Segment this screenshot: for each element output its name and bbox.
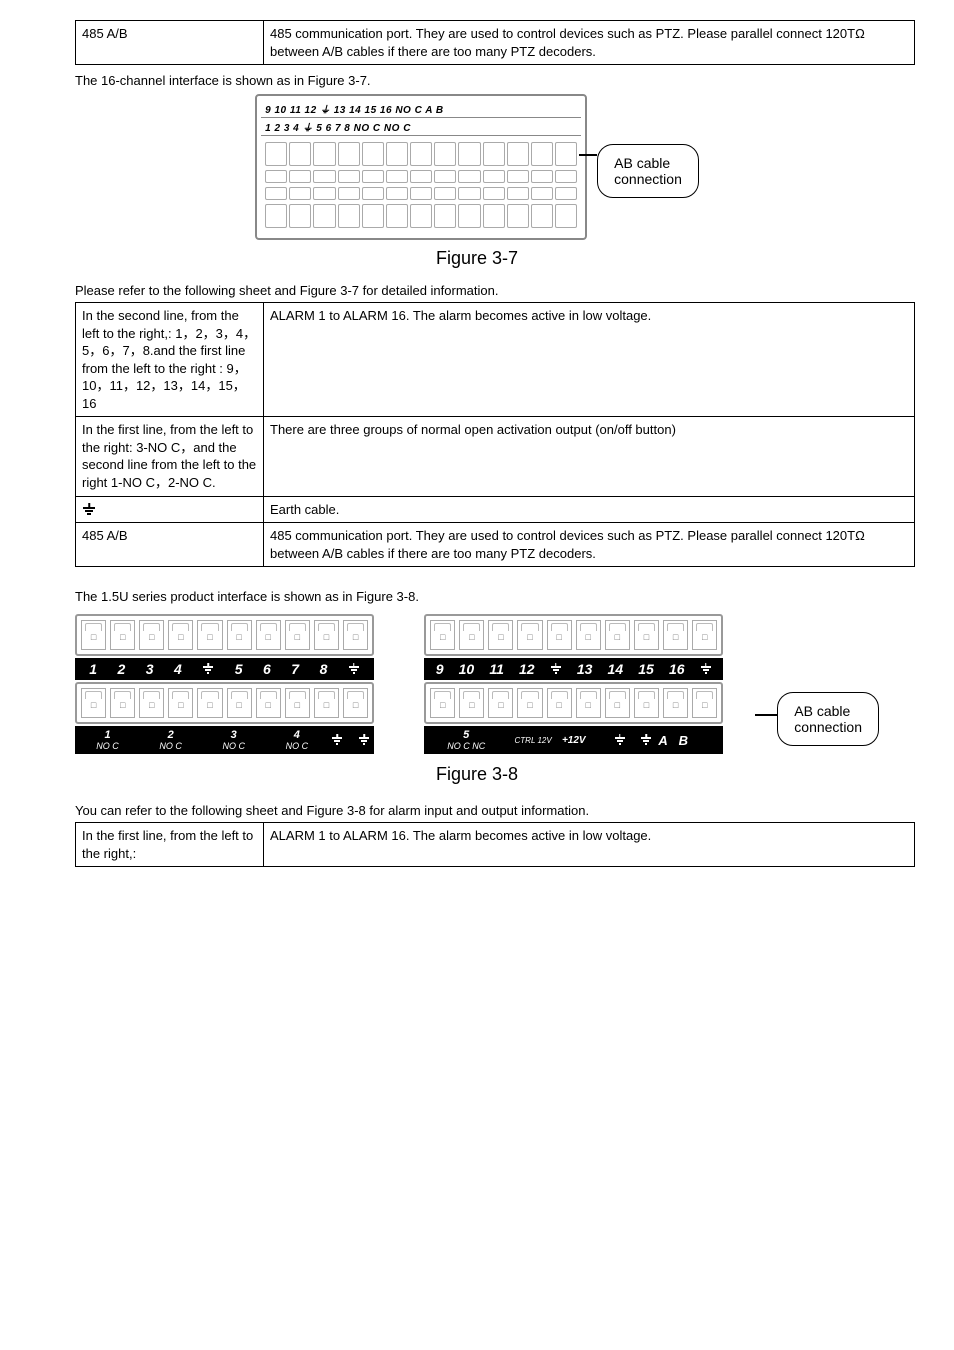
fig38-left-labelbar: 12345678	[75, 658, 374, 680]
para-1: The 16-channel interface is shown as in …	[75, 73, 914, 88]
fig38-right-block: 910111213141516 5NO C NCCTRL 12V+12V A B	[424, 614, 723, 754]
fig38-callout: AB cable connection	[777, 692, 879, 746]
para-4: You can refer to the following sheet and…	[75, 803, 914, 818]
mid-r2-label: In the first line, from the left to the …	[76, 417, 264, 496]
bottom-table-label: In the first line, from the left to the …	[76, 823, 264, 867]
fig37-callout-line2: connection	[614, 171, 682, 187]
para-3: The 1.5U series product interface is sho…	[75, 589, 914, 604]
fig37-caption: Figure 3-7	[40, 248, 914, 269]
ground-icon	[82, 503, 96, 517]
mid-r4-desc: 485 communication port. They are used to…	[264, 523, 915, 567]
mid-r1-label: In the second line, from the left to the…	[76, 303, 264, 417]
mid-r2-desc: There are three groups of normal open ac…	[264, 417, 915, 496]
figure-3-8: 12345678 1NO C2NO C3NO C4NO C 9101112131…	[75, 614, 879, 754]
bottom-table-desc: ALARM 1 to ALARM 16. The alarm becomes a…	[264, 823, 915, 867]
fig38-callout-line2: connection	[794, 719, 862, 735]
top-table-label: 485 A/B	[76, 21, 264, 65]
para-2: Please refer to the following sheet and …	[75, 283, 914, 298]
fig38-caption: Figure 3-8	[40, 764, 914, 785]
mid-r3-label	[76, 496, 264, 523]
fig38-callout-line1: AB cable	[794, 703, 862, 719]
figure-3-7: 9 10 11 12 ⏚ 13 14 15 16 NO C A B 1 2 3 …	[40, 94, 914, 240]
fig37-label-row1: 9 10 11 12 ⏚ 13 14 15 16 NO C A B	[261, 100, 581, 118]
bottom-table: In the first line, from the left to the …	[75, 822, 915, 867]
mid-r4-label: 485 A/B	[76, 523, 264, 567]
fig38-left-bottombar: 1NO C2NO C3NO C4NO C	[75, 726, 374, 754]
top-table-desc: 485 communication port. They are used to…	[264, 21, 915, 65]
fig38-left-block: 12345678 1NO C2NO C3NO C4NO C	[75, 614, 374, 754]
fig38-right-bottombar: 5NO C NCCTRL 12V+12V A B	[424, 726, 723, 754]
fig37-label-row2: 1 2 3 4 ⏚ 5 6 7 8 NO C NO C	[261, 118, 581, 136]
mid-table: In the second line, from the left to the…	[75, 302, 915, 567]
top-table: 485 A/B 485 communication port. They are…	[75, 20, 915, 65]
fig38-right-labelbar: 910111213141516	[424, 658, 723, 680]
fig37-callout-line1: AB cable	[614, 155, 682, 171]
mid-r3-desc: Earth cable.	[264, 496, 915, 523]
mid-r1-desc: ALARM 1 to ALARM 16. The alarm becomes a…	[264, 303, 915, 417]
fig37-callout: AB cable connection	[597, 144, 699, 198]
